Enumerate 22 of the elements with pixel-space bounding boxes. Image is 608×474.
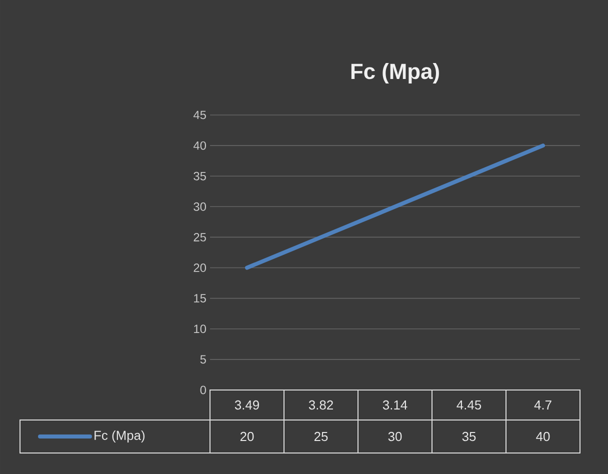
data-label: 35: [462, 432, 476, 442]
legend-label: Fc (Mpa): [94, 430, 145, 443]
y-tick-label: 35: [194, 172, 206, 180]
data-label: 30: [388, 432, 402, 442]
y-tick-label: 5: [200, 355, 206, 364]
y-tick-label: 45: [193, 110, 206, 120]
x-tick-label: 3.82: [308, 400, 333, 410]
y-tick-label: 15: [194, 294, 206, 302]
data-label: 40: [536, 432, 550, 442]
y-tick-label: 20: [194, 264, 206, 272]
data-label: 20: [240, 432, 254, 442]
x-tick-label: 4.7: [534, 400, 552, 410]
chart-title: Fc (Mpa): [351, 63, 439, 84]
y-tick-label: 25: [194, 232, 206, 242]
x-tick-label: 3.49: [234, 400, 259, 410]
x-tick-label: 3.14: [382, 400, 408, 410]
y-tick-label: 10: [194, 324, 206, 334]
data-label: 25: [314, 432, 328, 442]
y-tick-label: 40: [193, 141, 206, 150]
y-tick-label: 30: [194, 202, 206, 211]
x-tick-label: 4.45: [456, 400, 482, 410]
y-tick-label: 0: [200, 386, 206, 394]
